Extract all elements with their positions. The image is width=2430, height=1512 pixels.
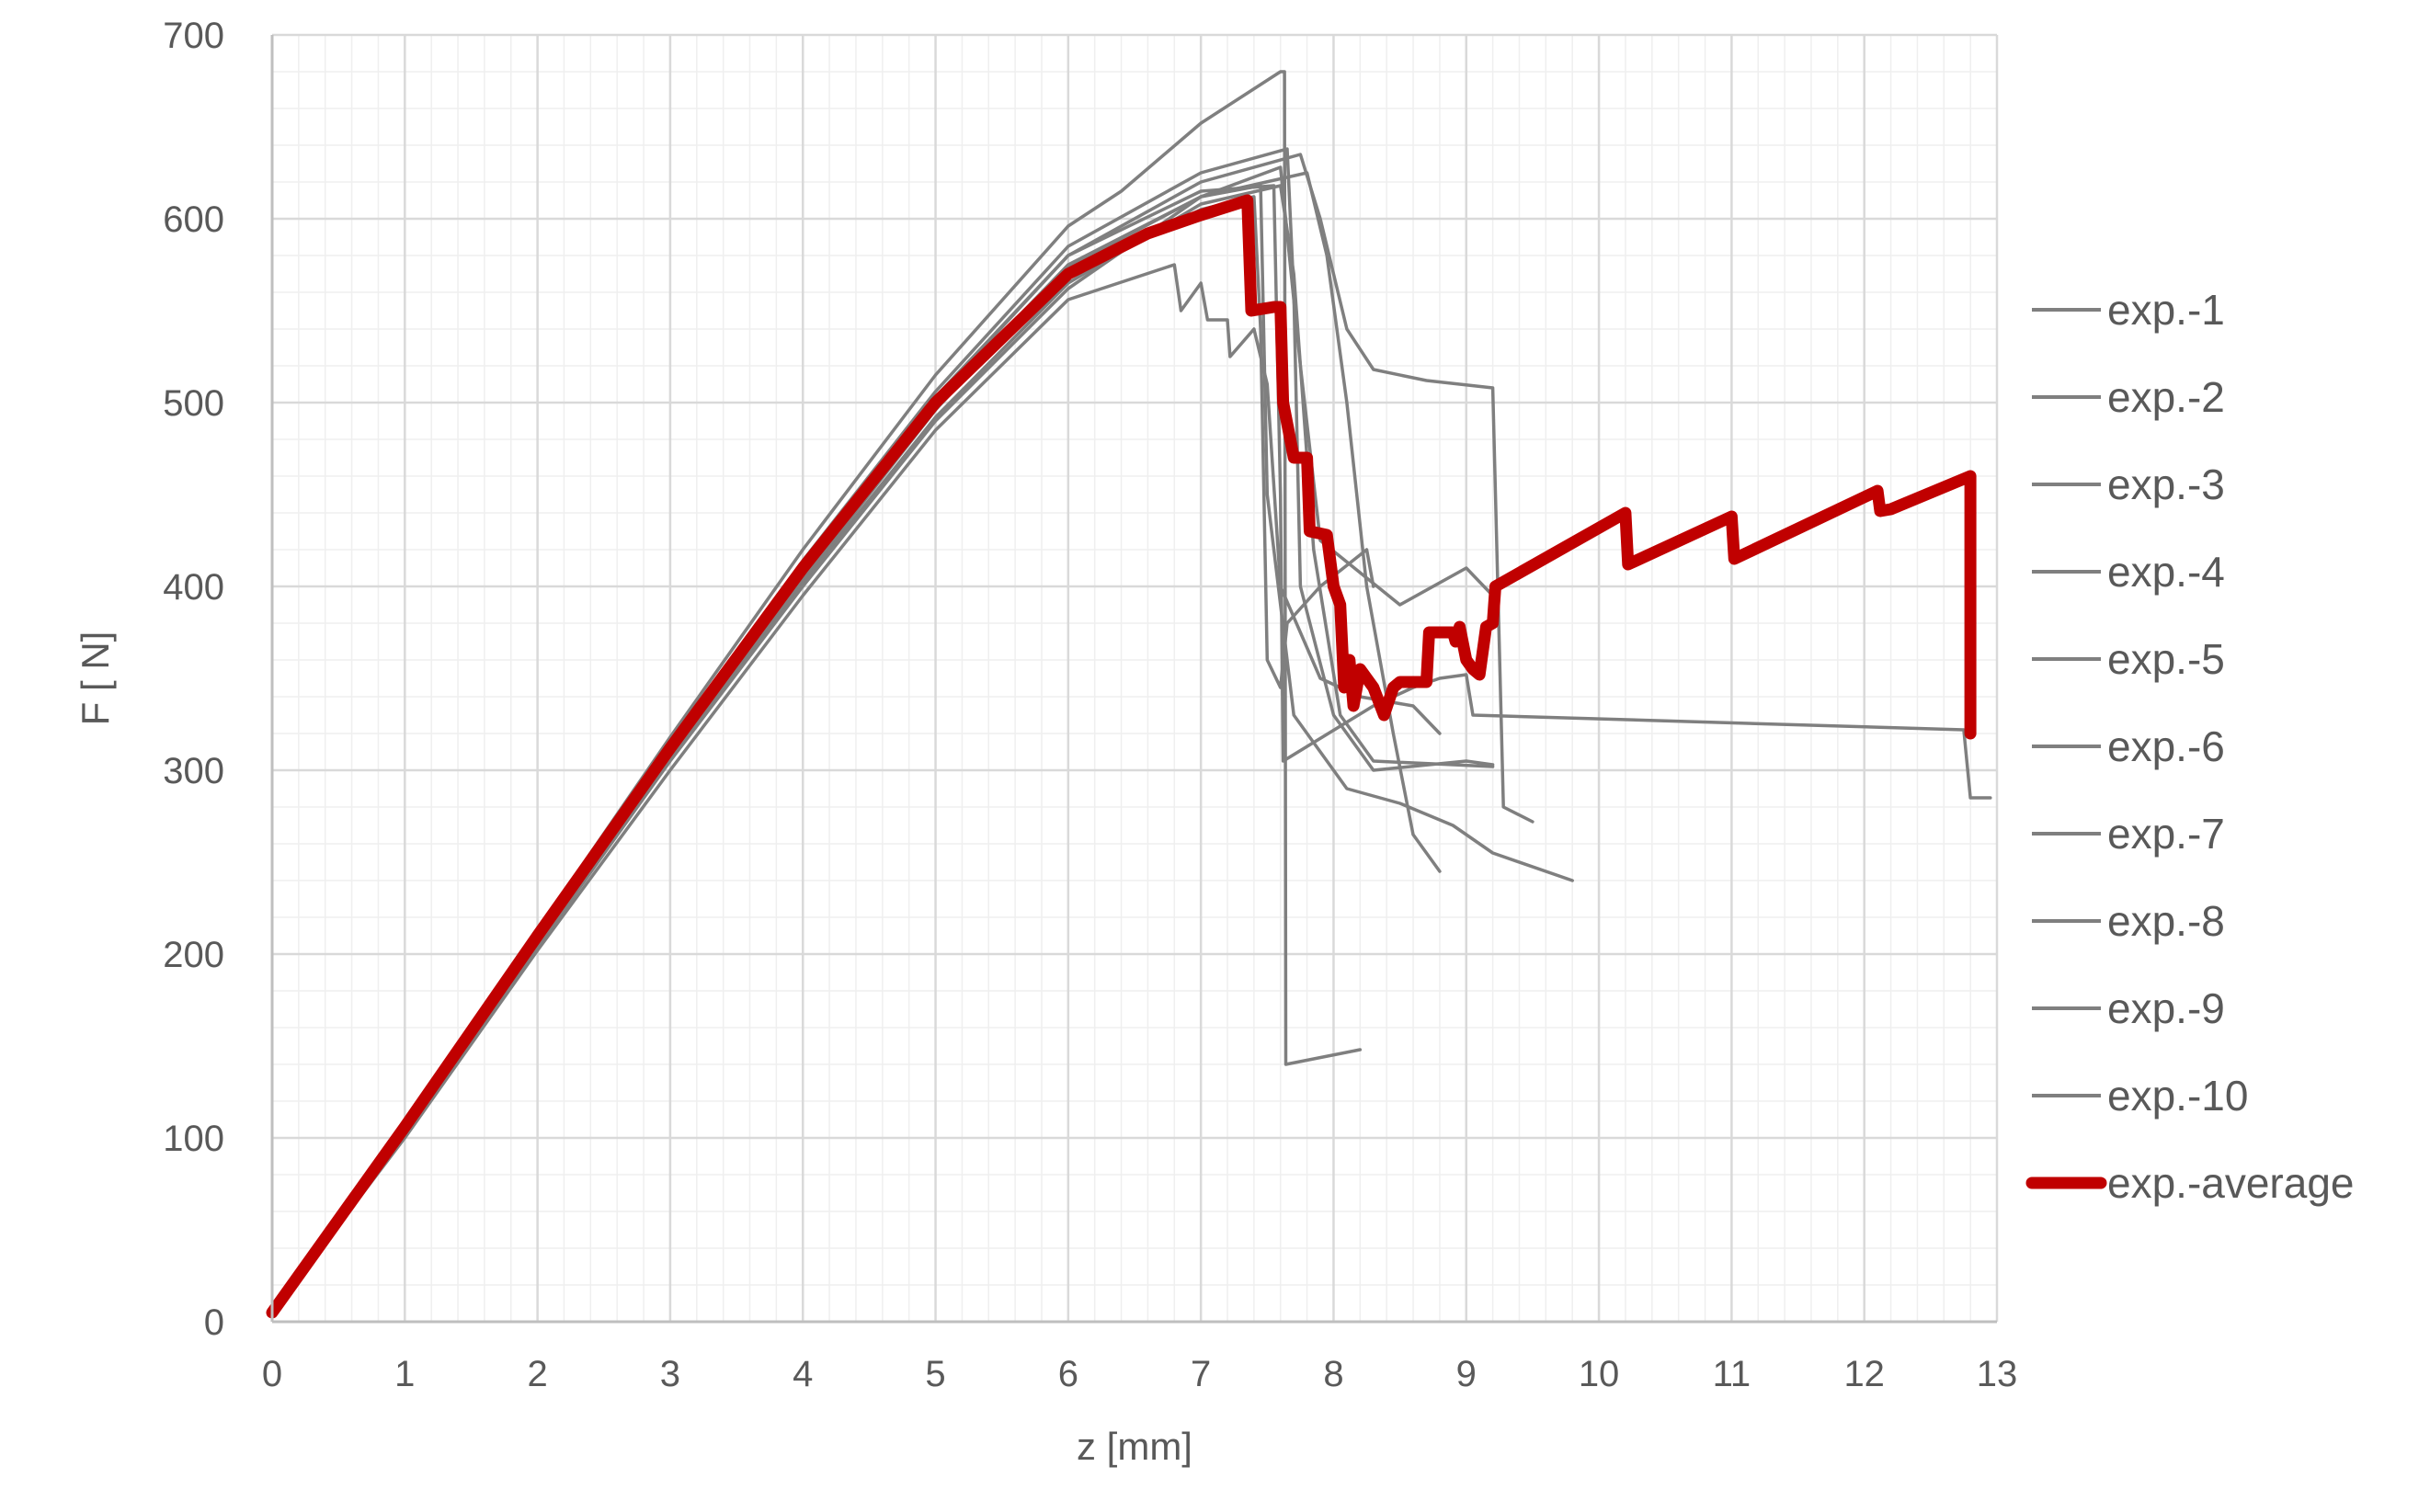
plot-area [272,35,1997,1322]
y-axis-title: F [ N] [74,631,117,726]
series-line-exp-5 [270,263,1442,1314]
x-tick-label: 6 [1058,1354,1078,1394]
legend-label: exp.-average [2107,1159,2355,1207]
x-tick-label: 12 [1843,1354,1885,1394]
legend-label: exp.-7 [2107,810,2225,858]
y-tick-label: 0 [204,1302,224,1343]
legend-label: exp.-10 [2107,1072,2248,1120]
x-axis-title: z [mm] [1077,1425,1192,1468]
legend-label: exp.-2 [2107,373,2225,421]
x-tick-label: 11 [1713,1354,1751,1394]
x-tick-label: 8 [1323,1354,1343,1394]
y-tick-label: 300 [163,751,224,791]
x-tick-label: 9 [1456,1354,1477,1394]
y-tick-label: 400 [163,567,224,608]
y-tick-label: 500 [163,383,224,424]
x-tick-label: 3 [660,1354,680,1394]
x-tick-label: 4 [793,1354,813,1394]
y-tick-label: 100 [163,1119,224,1159]
legend-label: exp.-9 [2107,984,2225,1032]
y-tick-label: 600 [163,199,224,240]
x-tick-label: 7 [1191,1354,1211,1394]
x-tick-label: 5 [925,1354,945,1394]
x-tick-label: 0 [262,1354,282,1394]
legend-label: exp.-3 [2107,460,2225,508]
x-tick-label: 10 [1579,1354,1620,1394]
series-line-average [266,194,1977,1319]
x-tick-label: 1 [394,1354,415,1394]
legend-label: exp.-6 [2107,722,2225,770]
legend-label: exp.-1 [2107,286,2225,334]
y-tick-label: 700 [163,16,224,56]
legend-label: exp.-4 [2107,548,2225,596]
x-tick-label: 2 [527,1354,547,1394]
legend-label: exp.-8 [2107,897,2225,945]
legend-label: exp.-5 [2107,635,2225,683]
y-tick-label: 200 [163,935,224,975]
x-tick-label: 13 [1977,1354,2018,1394]
